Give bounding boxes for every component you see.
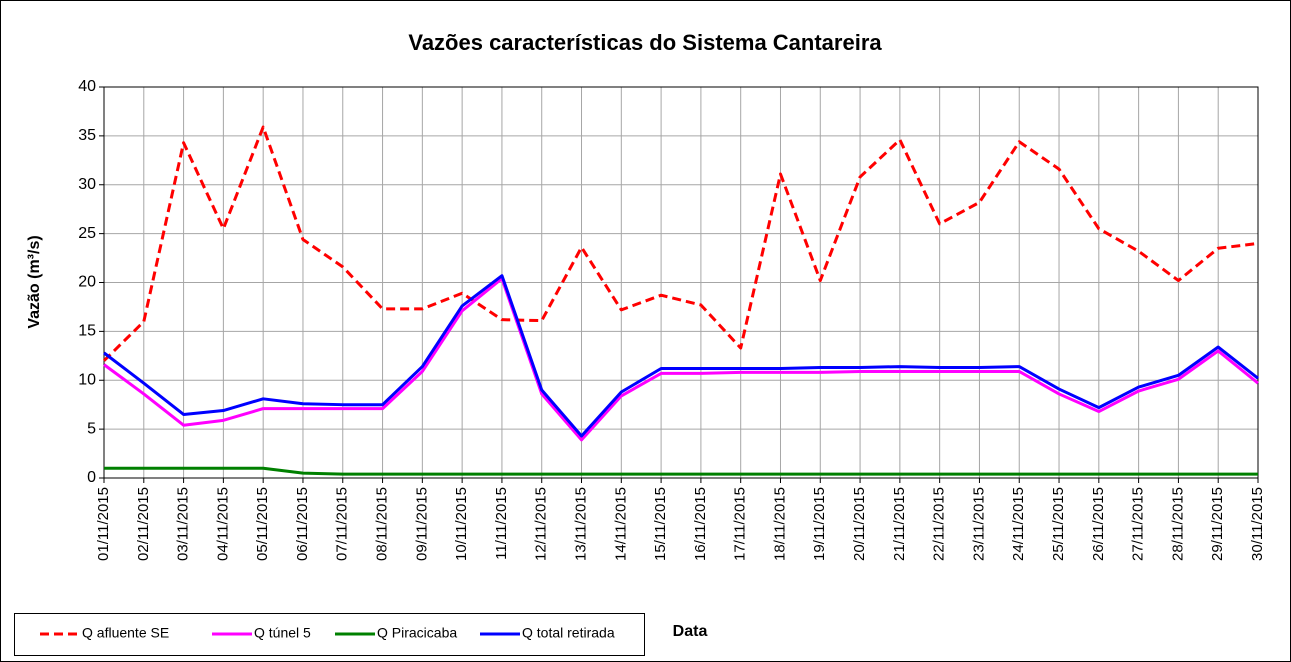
- x-tick-label: 22/11/2015: [931, 487, 948, 561]
- y-tick-label: 40: [78, 78, 96, 95]
- legend-label: Q afluente SE: [82, 625, 169, 641]
- x-tick-label: 05/11/2015: [254, 487, 271, 561]
- y-tick-label: 10: [78, 371, 96, 388]
- x-tick-label: 25/11/2015: [1050, 487, 1067, 561]
- x-tick-label: 01/11/2015: [95, 487, 112, 561]
- x-tick-label: 16/11/2015: [692, 487, 709, 561]
- y-tick-label: 0: [87, 469, 96, 486]
- x-tick-label: 10/11/2015: [453, 487, 470, 561]
- x-tick-label: 20/11/2015: [851, 487, 868, 561]
- y-tick-label: 15: [78, 323, 96, 340]
- series-line: [102, 125, 1259, 362]
- legend-label: Q túnel 5: [254, 625, 311, 641]
- x-axis-label: Data: [673, 623, 708, 640]
- x-tick-label: 11/11/2015: [493, 487, 510, 560]
- y-tick-label: 30: [78, 176, 96, 193]
- x-tick-label: 04/11/2015: [214, 487, 231, 561]
- plot-frame: [103, 86, 1259, 479]
- x-tick-label: 08/11/2015: [374, 487, 391, 561]
- chart-title: Vazões características do Sistema Cantar…: [408, 30, 882, 55]
- legend-label: Q total retirada: [522, 625, 615, 641]
- x-tick-label: 14/11/2015: [612, 487, 629, 561]
- legend-label: Q Piracicaba: [377, 625, 457, 641]
- y-tick-label: 25: [78, 225, 96, 242]
- x-tick-label: 28/11/2015: [1169, 487, 1186, 561]
- x-tick-label: 06/11/2015: [294, 487, 311, 561]
- series-line: [104, 466, 1258, 476]
- y-tick-label: 5: [87, 420, 96, 437]
- x-tick-label: 02/11/2015: [135, 487, 152, 561]
- y-tick-label: 20: [78, 274, 96, 291]
- legend: [14, 613, 645, 656]
- x-tick-label: 30/11/2015: [1249, 487, 1266, 561]
- x-tick-label: 29/11/2015: [1209, 487, 1226, 561]
- x-tick-label: 07/11/2015: [334, 487, 351, 561]
- x-tick-label: 19/11/2015: [811, 487, 828, 561]
- x-tick-label: 12/11/2015: [533, 487, 550, 561]
- series-line: [103, 277, 1259, 442]
- x-tick-label: 26/11/2015: [1090, 487, 1107, 561]
- x-tick-label: 15/11/2015: [652, 487, 669, 561]
- x-tick-label: 23/11/2015: [970, 487, 987, 561]
- x-tick-label: 09/11/2015: [413, 487, 430, 561]
- x-tick-label: 03/11/2015: [175, 487, 192, 561]
- series-line: [103, 274, 1259, 438]
- y-axis-label: Vazão (m³/s): [26, 235, 43, 328]
- x-tick-label: 18/11/2015: [771, 487, 788, 561]
- x-tick-label: 17/11/2015: [732, 487, 749, 561]
- x-tick-label: 27/11/2015: [1130, 487, 1147, 561]
- x-tick-label: 21/11/2015: [891, 487, 908, 561]
- x-tick-label: 13/11/2015: [572, 487, 589, 561]
- y-tick-label: 35: [78, 127, 96, 144]
- x-tick-label: 24/11/2015: [1010, 487, 1027, 561]
